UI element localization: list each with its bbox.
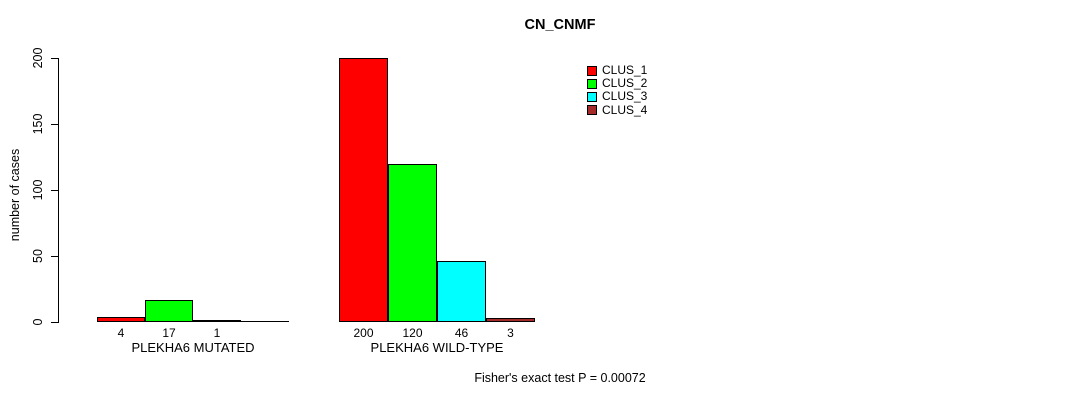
legend-swatch-clus_3 — [587, 91, 597, 102]
bar-value-label: 1 — [213, 326, 221, 340]
bar-clus_2-group2 — [388, 164, 437, 322]
group-label-1: PLEKHA6 MUTATED — [131, 340, 255, 355]
y-axis-tick-label: 100 — [31, 179, 45, 201]
legend-label: CLUS_1 — [602, 63, 648, 78]
y-axis-label: number of cases — [8, 148, 22, 242]
bar-value-label: 120 — [402, 326, 423, 340]
y-axis-tick — [51, 124, 58, 125]
bar-clus_1-group2 — [339, 58, 388, 322]
legend-label: CLUS_4 — [602, 102, 648, 117]
bar-value-label: 200 — [353, 326, 374, 340]
y-axis-tick-label: 150 — [31, 113, 45, 135]
bar-clus_3-group1 — [193, 320, 241, 322]
legend: CLUS_1 CLUS_2 CLUS_3 CLUS_4 — [587, 64, 647, 117]
bar-value-label: 17 — [162, 326, 176, 340]
y-axis-tick — [51, 256, 58, 257]
legend-swatch-clus_2 — [587, 78, 597, 89]
legend-item-clus_4: CLUS_4 — [587, 102, 648, 117]
legend-item-clus_1: CLUS_1 — [587, 64, 647, 77]
legend-item-clus_2: CLUS_2 — [587, 77, 647, 90]
legend-label: CLUS_2 — [602, 76, 648, 91]
footnote-text: Fisher's exact test P = 0.00072 — [474, 371, 646, 385]
group-label-2: PLEKHA6 WILD-TYPE — [370, 340, 504, 355]
y-axis-tick-label: 50 — [31, 249, 45, 263]
y-axis-line — [58, 58, 59, 323]
bar-clus_2-group1 — [145, 300, 193, 322]
bar-clus_1-group1 — [97, 317, 145, 322]
legend-swatch-clus_4 — [587, 105, 597, 116]
bar-value-label: 4 — [117, 326, 125, 340]
y-axis-tick-label: 0 — [31, 318, 45, 326]
legend-label: CLUS_3 — [602, 89, 648, 104]
legend-item-clus_3: CLUS_3 — [587, 90, 647, 103]
bar-value-label: 3 — [507, 326, 514, 340]
y-axis-tick — [51, 190, 58, 191]
y-axis-tick — [51, 58, 58, 59]
legend-swatch-clus_1 — [587, 65, 597, 76]
y-axis-tick-label: 200 — [31, 47, 45, 69]
bar-value-label: 46 — [454, 326, 469, 340]
bar-clus_4-group1 — [241, 321, 289, 322]
bar-clus_4-group2 — [486, 318, 535, 322]
y-axis-tick — [51, 322, 58, 323]
bar-clus_3-group2 — [437, 261, 486, 322]
chart-title: CN_CNMF — [524, 17, 596, 33]
